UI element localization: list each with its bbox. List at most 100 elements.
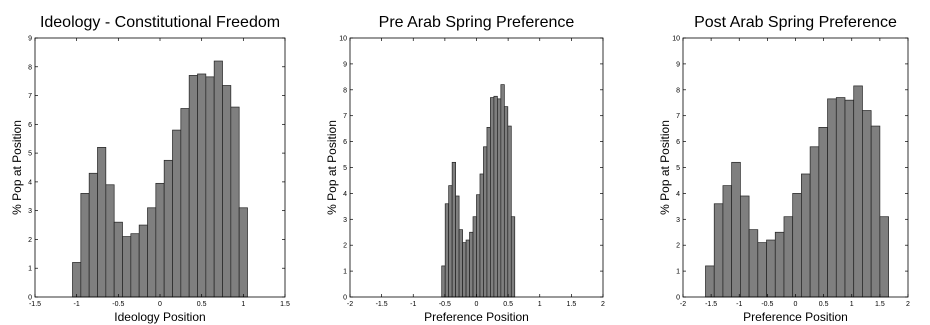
bar — [870, 125, 881, 298]
bar — [766, 239, 776, 298]
y-tick-label: 3 — [28, 208, 32, 215]
bar — [493, 95, 498, 298]
bar — [500, 84, 505, 298]
y-tick-label: 7 — [343, 113, 347, 120]
x-tick-label: -1.5 — [705, 301, 717, 308]
x-tick-label: 0.5 — [819, 301, 829, 308]
bar — [705, 265, 715, 298]
x-tick-label: 1.5 — [567, 301, 577, 308]
bar — [455, 195, 460, 298]
y-axis-label: % Pop at Position — [325, 120, 339, 215]
x-tick-label: 0 — [794, 301, 798, 308]
y-tick-label: 2 — [343, 243, 347, 250]
bar — [97, 147, 107, 298]
x-tick-label: 1.5 — [875, 301, 885, 308]
bar — [441, 265, 446, 298]
bar — [774, 231, 785, 298]
y-tick-label: 3 — [676, 217, 680, 224]
x-tick-label: -2 — [347, 301, 353, 308]
bar — [722, 185, 733, 298]
x-tick-label: -1.5 — [376, 301, 388, 308]
x-tick-label: 0 — [475, 301, 479, 308]
x-tick-label: -2 — [680, 301, 686, 308]
y-tick-label: 5 — [343, 165, 347, 172]
bar — [113, 221, 123, 298]
chart-title: Post Arab Spring Preference — [694, 14, 897, 31]
bar — [451, 161, 456, 298]
chart: Post Arab Spring Preference Preference Po… — [658, 14, 910, 324]
bar — [444, 203, 450, 298]
bar — [197, 73, 207, 298]
bar — [801, 173, 811, 298]
y-tick-label: 8 — [676, 87, 680, 94]
y-tick-label: 4 — [343, 191, 347, 198]
y-tick-label: 4 — [28, 179, 32, 186]
bar — [510, 216, 516, 298]
bar — [476, 194, 481, 298]
x-tick-label: 0 — [158, 301, 162, 308]
chart: Pre Arab Spring Preference Preference Pos… — [325, 14, 605, 324]
y-tick-label: 0 — [28, 295, 32, 302]
bar — [792, 193, 802, 298]
bar — [155, 182, 165, 298]
y-tick-label: 6 — [28, 122, 32, 129]
y-axis-label: % Pop at Position — [658, 120, 672, 215]
bar — [465, 239, 470, 298]
x-tick-label: -1 — [410, 301, 416, 308]
y-tick-label: 9 — [28, 36, 32, 43]
x-tick-label: 1 — [241, 301, 245, 308]
bar — [862, 110, 872, 298]
y-tick-label: 0 — [676, 295, 680, 302]
x-tick-label: -1 — [736, 301, 742, 308]
y-tick-label: 5 — [676, 165, 680, 172]
y-tick-label: 6 — [343, 139, 347, 146]
bar — [503, 106, 509, 298]
x-tick-label: -0.5 — [439, 301, 451, 308]
bar — [469, 231, 474, 298]
x-tick-label: 1 — [538, 301, 542, 308]
bar — [835, 97, 846, 298]
y-tick-label: 1 — [28, 266, 32, 273]
bar — [740, 195, 750, 298]
bar — [222, 85, 232, 298]
y-tick-label: 6 — [676, 139, 680, 146]
bar — [138, 224, 148, 298]
y-tick-label: 2 — [28, 237, 32, 244]
bar — [448, 185, 453, 298]
x-tick-label: -0.5 — [112, 301, 124, 308]
bar — [147, 207, 157, 298]
y-tick-label: 3 — [343, 217, 347, 224]
bar — [238, 207, 248, 298]
bar — [490, 97, 495, 298]
bar — [483, 146, 488, 298]
y-tick-label: 1 — [676, 269, 680, 276]
y-tick-label: 7 — [676, 113, 680, 120]
chart-title: Pre Arab Spring Preference — [379, 14, 575, 31]
bar — [172, 129, 182, 298]
x-tick-label: 2 — [601, 301, 605, 308]
x-tick-label: 0.5 — [503, 301, 513, 308]
chart: Ideology - Constitutional Freedom Ideolog… — [10, 14, 290, 324]
y-tick-label: 10 — [672, 36, 680, 43]
bar — [731, 161, 741, 298]
bar — [205, 76, 215, 298]
bar — [783, 216, 794, 298]
bar — [180, 108, 190, 298]
y-tick-label: 4 — [676, 191, 680, 198]
bar — [748, 229, 759, 298]
x-tick-label: 0.5 — [197, 301, 207, 308]
bar — [853, 85, 863, 298]
y-tick-label: 1 — [343, 269, 347, 276]
y-axis-label: % Pop at Position — [10, 120, 24, 215]
bar — [497, 98, 502, 298]
bar — [462, 242, 467, 298]
x-axis-label: Ideology Position — [114, 310, 205, 324]
bar — [80, 193, 90, 298]
x-axis-label: Preference Position — [424, 310, 529, 324]
bar — [879, 216, 889, 298]
bar — [486, 127, 491, 298]
bar — [163, 159, 173, 298]
x-axis-label: Preference Position — [743, 310, 848, 324]
y-tick-label: 0 — [343, 295, 347, 302]
